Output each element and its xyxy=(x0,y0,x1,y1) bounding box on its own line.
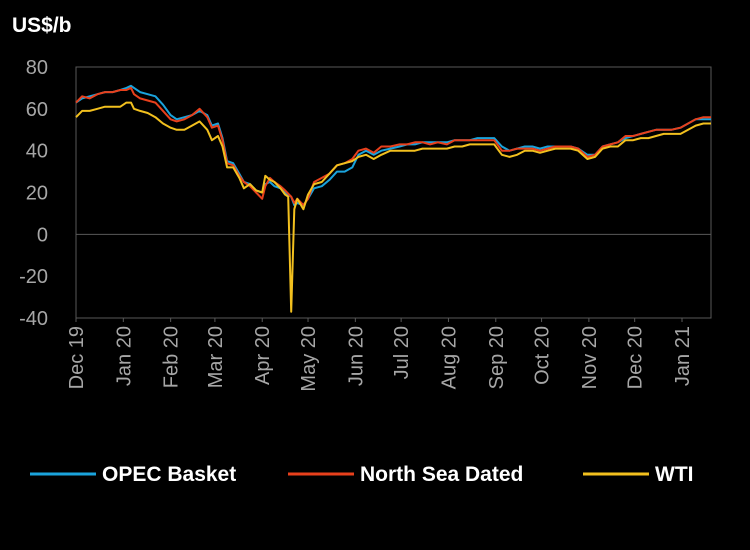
y-tick-label: 60 xyxy=(26,99,48,121)
y-tick-label: -40 xyxy=(19,308,48,330)
y-tick-label: 20 xyxy=(26,183,48,205)
y-tick-label: 80 xyxy=(26,57,48,79)
x-tick-label: Jan 21 xyxy=(672,326,694,386)
x-tick-label: Mar 20 xyxy=(205,326,227,388)
unit-label: US$/b xyxy=(12,14,72,37)
x-tick-label: Dec 19 xyxy=(66,326,88,389)
x-axis-ticks: Dec 19 Jan 20 Feb 20 Mar 20 Apr 20 May 20 Jun … xyxy=(66,318,694,392)
x-tick-label: Jun 20 xyxy=(345,326,367,386)
x-tick-label: Sep 20 xyxy=(486,326,508,389)
x-tick-label: Dec 20 xyxy=(625,326,647,389)
y-tick-label: 40 xyxy=(26,141,48,163)
plot-area xyxy=(75,66,712,319)
series-line-north-sea-dated xyxy=(75,86,711,207)
plot-frame xyxy=(75,66,712,319)
y-tick-label: 0 xyxy=(37,224,48,246)
x-tick-label: Feb 20 xyxy=(161,326,183,388)
series-line-wti xyxy=(75,101,711,313)
x-tick-label: Aug 20 xyxy=(438,326,460,389)
y-axis-ticks: 80 60 40 20 0 -20 -40 xyxy=(19,57,48,330)
legend-label: OPEC Basket xyxy=(102,463,236,486)
x-tick-label: Nov 20 xyxy=(579,326,601,389)
legend-label: North Sea Dated xyxy=(360,463,523,486)
y-tick-label: -20 xyxy=(19,266,48,288)
legend-label: WTI xyxy=(655,463,693,486)
legend: OPEC Basket North Sea Dated WTI xyxy=(30,463,693,486)
x-tick-label: Jan 20 xyxy=(113,326,135,386)
x-tick-label: Oct 20 xyxy=(532,326,554,385)
x-tick-label: Apr 20 xyxy=(252,326,274,385)
x-tick-label: Jul 20 xyxy=(391,326,413,379)
x-tick-label: May 20 xyxy=(298,326,320,392)
